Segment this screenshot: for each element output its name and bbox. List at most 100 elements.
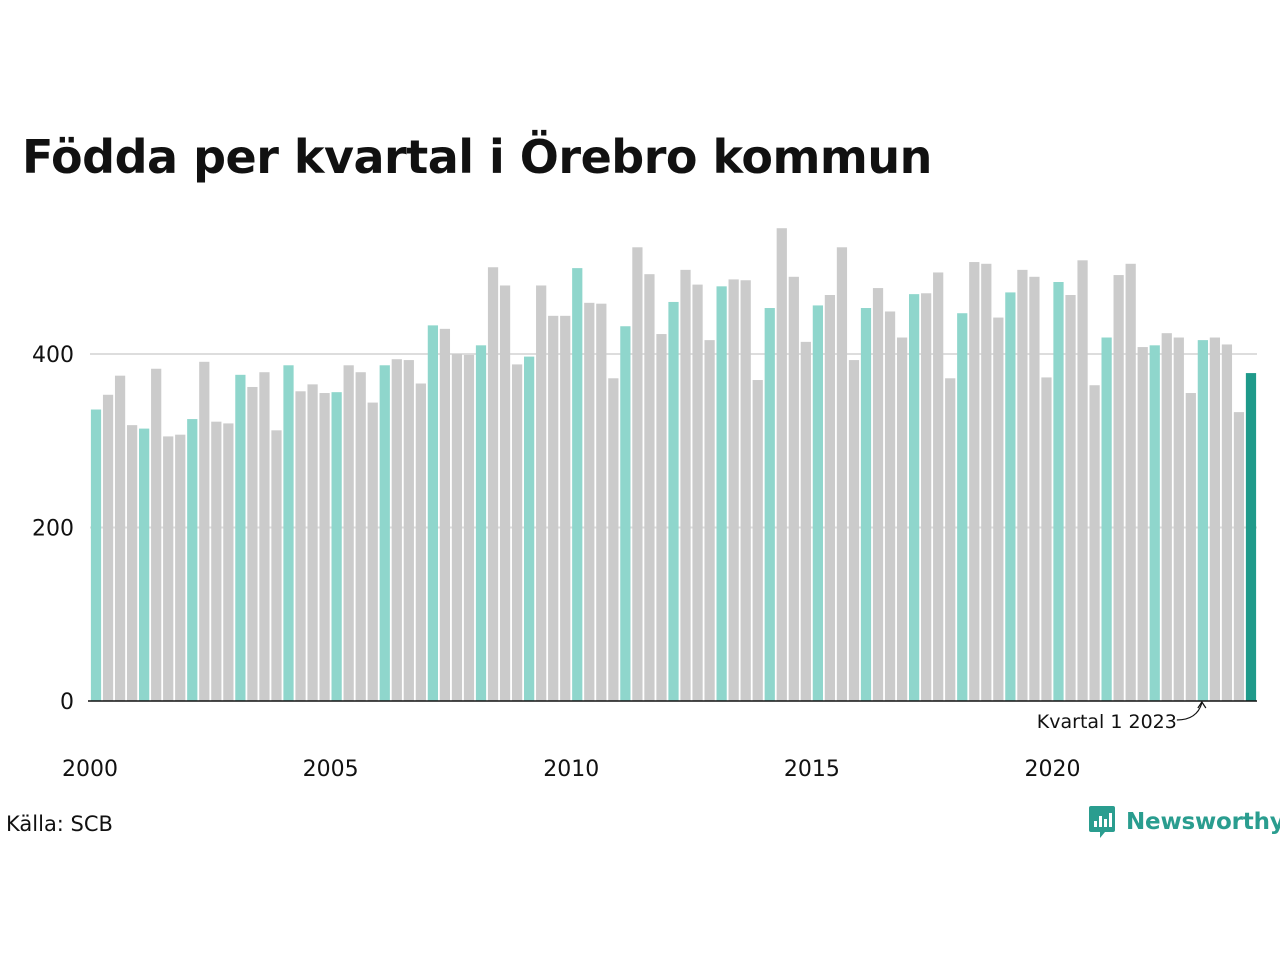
bar (1077, 260, 1088, 701)
bar (1197, 340, 1208, 701)
bar (295, 391, 306, 701)
bar (632, 247, 643, 702)
bar (331, 392, 342, 701)
bar (1017, 269, 1028, 701)
bar (391, 359, 402, 701)
bar (1245, 373, 1257, 701)
bar (379, 365, 390, 701)
bar (211, 421, 222, 701)
bar (259, 372, 270, 701)
bar (668, 301, 679, 701)
bar (764, 308, 775, 701)
x-tick-label: 2005 (303, 757, 359, 782)
bar (572, 268, 583, 701)
bar (716, 286, 727, 701)
bar (812, 305, 823, 701)
bar (524, 356, 535, 701)
bar (692, 284, 703, 701)
bar (909, 294, 920, 701)
bar (933, 272, 944, 701)
newsworthy-logo[interactable]: Newsworthy (1088, 804, 1280, 840)
bar (439, 328, 451, 701)
bar (548, 315, 559, 701)
bar (1161, 333, 1172, 701)
bar (1137, 347, 1148, 701)
bar (560, 315, 571, 701)
bar-chart: 0 200 400 2000 2005 2010 2015 2020 Kvartal 1 202… (32, 228, 1257, 782)
bar (451, 354, 463, 701)
x-tick-label: 2015 (784, 757, 840, 782)
bar (981, 263, 992, 701)
bar (536, 285, 547, 701)
bar (921, 293, 932, 701)
bar (475, 345, 487, 701)
annotation-arrowhead (1197, 700, 1207, 709)
bar (957, 313, 968, 701)
bar (271, 430, 282, 701)
bar (102, 394, 114, 701)
y-tick-label: 400 (32, 343, 74, 368)
bar (1041, 377, 1052, 701)
bar (90, 409, 102, 701)
chart-title: Födda per kvartal i Örebro kommun (22, 130, 932, 184)
bar (1125, 263, 1136, 701)
bar (223, 423, 234, 701)
bar (608, 378, 619, 701)
bar (848, 360, 860, 701)
bar (1149, 345, 1160, 701)
bar (511, 364, 523, 701)
bar (1209, 337, 1221, 701)
bar (355, 372, 366, 701)
bar (283, 365, 294, 701)
bar (1089, 385, 1100, 701)
bar (728, 279, 739, 701)
bar (403, 360, 414, 701)
bar (800, 341, 811, 701)
bar (463, 354, 475, 701)
bar (1113, 275, 1124, 701)
bar (1005, 292, 1016, 701)
bar (343, 365, 354, 701)
bar (367, 402, 378, 701)
bar (584, 302, 595, 701)
annotation-arrow (1176, 702, 1203, 721)
bar (199, 361, 210, 701)
bar (1221, 344, 1233, 701)
bar (620, 326, 631, 701)
bar (680, 269, 691, 701)
bar (427, 325, 438, 701)
bar (499, 285, 511, 701)
bar (1185, 393, 1196, 701)
bar (175, 434, 186, 701)
bar (1101, 337, 1112, 701)
bar (824, 295, 836, 701)
brand-name: Newsworthy (1126, 809, 1280, 835)
bar (151, 368, 162, 701)
bar (752, 380, 763, 701)
bar (860, 308, 872, 701)
bar (776, 228, 787, 701)
x-tick-label: 2020 (1024, 757, 1080, 782)
annotation-label: Kvartal 1 2023 (1037, 711, 1177, 733)
bar (319, 393, 330, 701)
bar (596, 303, 607, 701)
bar (884, 311, 896, 701)
x-tick-label: 2010 (543, 757, 599, 782)
bar (1053, 281, 1064, 701)
bar (1029, 276, 1040, 701)
y-tick-label: 0 (60, 690, 74, 715)
bar (740, 280, 751, 701)
bar (487, 267, 499, 701)
bar (656, 334, 667, 701)
bar (415, 383, 426, 701)
bar (969, 262, 980, 701)
bar (235, 374, 246, 701)
bar (993, 317, 1004, 701)
x-tick-label: 2000 (62, 757, 118, 782)
bar (307, 384, 318, 701)
y-tick-label: 200 (32, 517, 74, 542)
newsworthy-logo-icon (1089, 806, 1115, 838)
bar (1065, 295, 1076, 701)
bar (836, 247, 848, 702)
bar (788, 276, 799, 701)
